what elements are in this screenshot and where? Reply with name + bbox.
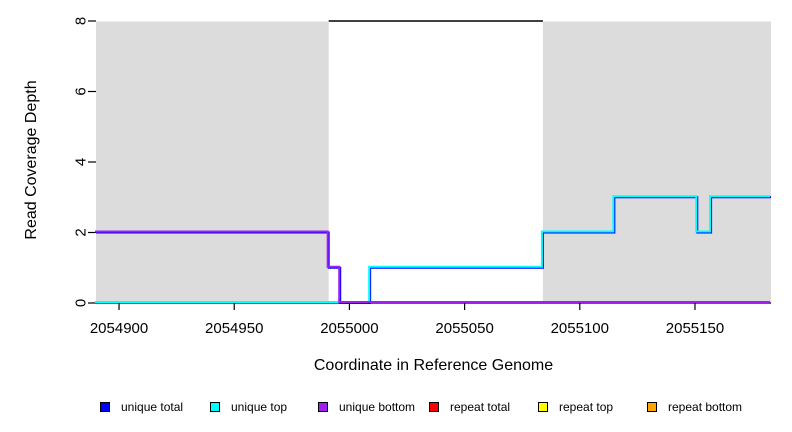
legend-label: unique top	[231, 400, 288, 414]
legend-item-repeat-top: repeat top	[538, 400, 613, 414]
legend-swatch-icon	[318, 402, 328, 412]
series-line-unique-top	[95, 195, 770, 303]
legend-item-unique-total: unique total	[100, 400, 183, 414]
legend-item-repeat-bottom: repeat bottom	[647, 400, 742, 414]
legend-item-unique-top: unique top	[210, 400, 287, 414]
x-tick-label: 2055050	[435, 320, 493, 337]
legend-label: unique total	[121, 400, 184, 414]
y-tick-label: 4	[73, 158, 90, 166]
legend-label: repeat total	[450, 400, 511, 414]
y-axis-ticks: 0 2 4 6 8	[73, 17, 96, 307]
legend-item-repeat-total: repeat total	[429, 400, 510, 414]
legend-label: repeat bottom	[668, 400, 743, 414]
y-tick-label: 8	[73, 17, 90, 25]
x-tick-label: 2055150	[666, 320, 724, 337]
legend-swatch-icon	[538, 402, 548, 412]
legend-swatch-icon	[647, 402, 657, 412]
y-axis-title: Read Coverage Depth	[23, 80, 40, 240]
legend-swatch-icon	[100, 402, 110, 412]
legend-swatch-icon	[210, 402, 220, 412]
series-line-unique-bottom	[95, 230, 770, 303]
x-axis-title: Coordinate in Reference Genome	[313, 357, 554, 374]
legend-swatch-icon	[429, 402, 439, 412]
right-shaded-region	[542, 21, 771, 303]
x-axis-ticks: 2054900 2054950 2055000 2055050 2055100 20551…	[90, 303, 724, 337]
legend-item-unique-bottom: unique bottom	[318, 400, 415, 414]
left-shaded-region	[96, 21, 329, 303]
y-tick-label: 6	[73, 87, 90, 95]
legend: unique total unique top unique bottom repea…	[0, 398, 792, 418]
x-tick-label: 2054900	[90, 320, 148, 337]
legend-label: unique bottom	[339, 400, 416, 414]
x-tick-label: 2055000	[320, 320, 378, 337]
y-tick-label: 2	[73, 228, 90, 236]
y-tick-label: 0	[73, 299, 90, 307]
x-tick-label: 2054950	[205, 320, 263, 337]
x-tick-label: 2055100	[551, 320, 609, 337]
legend-label: repeat top	[559, 400, 614, 414]
